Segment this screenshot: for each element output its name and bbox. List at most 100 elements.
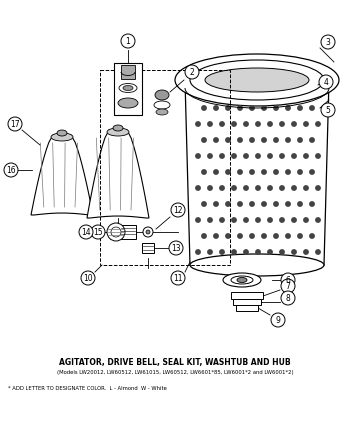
Circle shape [274, 234, 278, 238]
Circle shape [202, 170, 206, 174]
Circle shape [244, 218, 248, 222]
Text: 2: 2 [190, 67, 194, 77]
Ellipse shape [190, 60, 324, 100]
Circle shape [262, 202, 266, 206]
Circle shape [262, 234, 266, 238]
Circle shape [226, 138, 230, 142]
Circle shape [292, 186, 296, 190]
Polygon shape [31, 135, 93, 215]
Circle shape [321, 103, 335, 117]
Circle shape [256, 186, 260, 190]
Circle shape [238, 202, 242, 206]
Ellipse shape [113, 125, 123, 131]
Polygon shape [87, 130, 149, 218]
Circle shape [208, 250, 212, 254]
Circle shape [280, 186, 284, 190]
Ellipse shape [175, 54, 339, 106]
Circle shape [111, 227, 121, 237]
Circle shape [256, 218, 260, 222]
Text: 5: 5 [326, 106, 330, 114]
Text: 9: 9 [275, 315, 280, 325]
Circle shape [304, 218, 308, 222]
Circle shape [208, 186, 212, 190]
Circle shape [268, 250, 272, 254]
Circle shape [208, 122, 212, 126]
Circle shape [185, 65, 199, 79]
Ellipse shape [190, 254, 324, 276]
Circle shape [214, 170, 218, 174]
Circle shape [107, 223, 125, 241]
Circle shape [232, 154, 236, 158]
Circle shape [286, 138, 290, 142]
Circle shape [274, 170, 278, 174]
Circle shape [250, 170, 254, 174]
Circle shape [256, 154, 260, 158]
Circle shape [238, 234, 242, 238]
Circle shape [121, 34, 135, 48]
Circle shape [238, 138, 242, 142]
Circle shape [232, 250, 236, 254]
Circle shape [238, 170, 242, 174]
Bar [231, 292, 263, 299]
Circle shape [268, 186, 272, 190]
Circle shape [292, 250, 296, 254]
Circle shape [220, 122, 224, 126]
Circle shape [202, 138, 206, 142]
Circle shape [232, 122, 236, 126]
Circle shape [8, 117, 22, 131]
Circle shape [4, 163, 18, 177]
Circle shape [268, 218, 272, 222]
Circle shape [310, 170, 314, 174]
Circle shape [226, 170, 230, 174]
Circle shape [226, 234, 230, 238]
Circle shape [304, 154, 308, 158]
Circle shape [286, 106, 290, 110]
Text: 14: 14 [81, 227, 91, 237]
Circle shape [169, 241, 183, 255]
Circle shape [281, 279, 295, 293]
Circle shape [143, 227, 153, 237]
Ellipse shape [57, 130, 67, 136]
Circle shape [268, 154, 272, 158]
Circle shape [244, 122, 248, 126]
Circle shape [316, 154, 320, 158]
Circle shape [280, 218, 284, 222]
Circle shape [298, 106, 302, 110]
Ellipse shape [51, 133, 73, 141]
Circle shape [196, 218, 200, 222]
Bar [233, 299, 261, 305]
Circle shape [202, 202, 206, 206]
Circle shape [171, 271, 185, 285]
Circle shape [292, 218, 296, 222]
Circle shape [281, 291, 295, 305]
Circle shape [91, 225, 105, 239]
Circle shape [321, 35, 335, 49]
Circle shape [310, 106, 314, 110]
Ellipse shape [231, 276, 253, 284]
Circle shape [250, 234, 254, 238]
Circle shape [280, 122, 284, 126]
Circle shape [208, 218, 212, 222]
Text: * ADD LETTER TO DESIGNATE COLOR.  L - Almond  W - White: * ADD LETTER TO DESIGNATE COLOR. L - Alm… [8, 386, 167, 391]
Text: AGITATOR, DRIVE BELL, SEAL KIT, WASHTUB AND HUB: AGITATOR, DRIVE BELL, SEAL KIT, WASHTUB … [59, 358, 291, 367]
Circle shape [262, 170, 266, 174]
Circle shape [214, 138, 218, 142]
Circle shape [220, 250, 224, 254]
Circle shape [271, 313, 285, 327]
Circle shape [81, 271, 95, 285]
Circle shape [238, 106, 242, 110]
Ellipse shape [205, 68, 309, 92]
Ellipse shape [123, 85, 133, 91]
Bar [120, 225, 136, 239]
Text: 7: 7 [286, 282, 290, 290]
Circle shape [226, 202, 230, 206]
Circle shape [280, 250, 284, 254]
Bar [100, 70, 230, 265]
Circle shape [220, 186, 224, 190]
Circle shape [214, 106, 218, 110]
Ellipse shape [156, 109, 168, 115]
Circle shape [256, 250, 260, 254]
Ellipse shape [237, 278, 247, 282]
Ellipse shape [154, 101, 170, 109]
Circle shape [304, 250, 308, 254]
